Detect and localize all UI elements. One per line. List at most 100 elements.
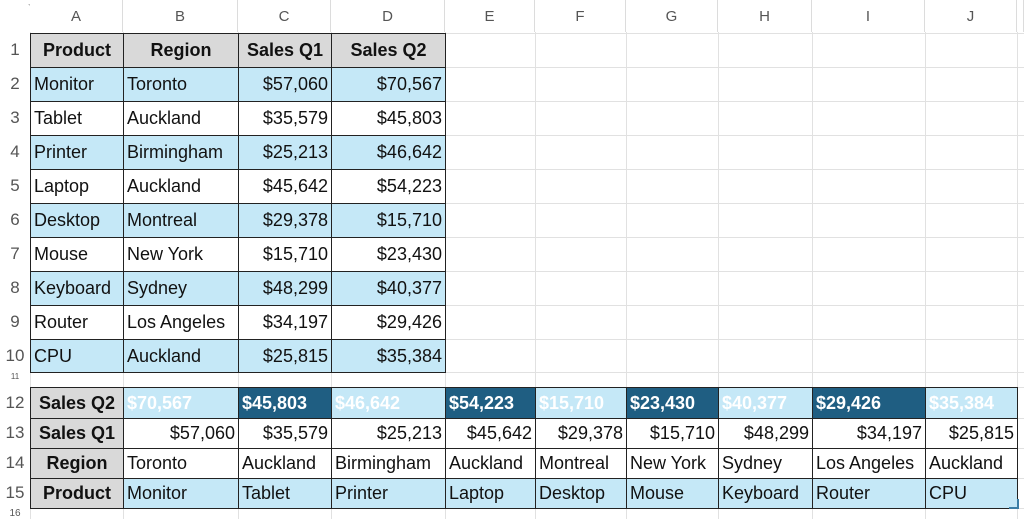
row-header-7[interactable]: 7: [10, 244, 20, 263]
table1-header-sales-q1[interactable]: Sales Q1: [238, 33, 332, 68]
row-header-12[interactable]: 12: [5, 392, 25, 412]
row-header-16[interactable]: 16: [9, 508, 21, 519]
table-cell[interactable]: $25,213: [238, 135, 332, 170]
table-cell[interactable]: Auckland: [445, 448, 536, 479]
table-cell[interactable]: Sydney: [718, 448, 813, 479]
table-cell[interactable]: $34,197: [238, 305, 332, 340]
table-cell[interactable]: $25,815: [238, 339, 332, 373]
table-cell[interactable]: $25,213: [331, 418, 446, 449]
table-cell[interactable]: Laptop: [445, 478, 536, 509]
row-header-9[interactable]: 9: [10, 312, 20, 331]
column-header-j[interactable]: J: [925, 0, 1017, 32]
table1-header-product[interactable]: Product: [30, 33, 124, 68]
row-header-14[interactable]: 14: [5, 453, 25, 472]
table-cell[interactable]: Toronto: [123, 67, 239, 102]
column-header-h[interactable]: H: [718, 0, 812, 32]
table-cell[interactable]: Router: [812, 478, 926, 509]
table-cell[interactable]: Montreal: [535, 448, 627, 479]
table-cell[interactable]: Auckland: [123, 339, 239, 373]
table-cell[interactable]: $15,710: [331, 203, 446, 238]
table-cell[interactable]: $45,642: [238, 169, 332, 204]
select-all-corner[interactable]: [0, 0, 30, 32]
table-cell[interactable]: $34,197: [812, 418, 926, 449]
table-cell[interactable]: $40,377: [718, 387, 813, 419]
column-header-g[interactable]: G: [626, 0, 718, 32]
table-cell[interactable]: Desktop: [30, 203, 124, 238]
table-resize-handle-icon[interactable]: [1009, 499, 1019, 509]
row-header-13[interactable]: 13: [5, 423, 25, 442]
table-cell[interactable]: $54,223: [445, 387, 536, 419]
table-cell[interactable]: $70,567: [123, 387, 239, 419]
table2-label-sales-q1[interactable]: Sales Q1: [30, 418, 124, 449]
row-header-1[interactable]: 1: [10, 40, 20, 59]
table-cell[interactable]: $48,299: [718, 418, 813, 449]
table-cell[interactable]: Auckland: [925, 448, 1018, 479]
table-cell[interactable]: Laptop: [30, 169, 124, 204]
table-cell[interactable]: $48,299: [238, 271, 332, 306]
row-header-11[interactable]: 11: [10, 372, 20, 381]
table-cell[interactable]: Mouse: [626, 478, 719, 509]
row-header-5[interactable]: 5: [10, 176, 20, 195]
table-cell[interactable]: Mouse: [30, 237, 124, 272]
table-cell[interactable]: $57,060: [123, 418, 239, 449]
column-header-a[interactable]: A: [30, 0, 123, 32]
table-cell[interactable]: $45,803: [238, 387, 332, 419]
column-header-f[interactable]: F: [535, 0, 626, 32]
table-cell[interactable]: CPU: [925, 478, 1018, 509]
row-header-15[interactable]: 15: [5, 483, 25, 502]
table-cell[interactable]: $54,223: [331, 169, 446, 204]
table-cell[interactable]: Auckland: [123, 169, 239, 204]
table-cell[interactable]: Keyboard: [30, 271, 124, 306]
table-cell[interactable]: Auckland: [238, 448, 332, 479]
table-cell[interactable]: Los Angeles: [812, 448, 926, 479]
column-header-e[interactable]: E: [445, 0, 535, 32]
table-cell[interactable]: $46,642: [331, 387, 446, 419]
column-header-d[interactable]: D: [331, 0, 445, 32]
table-cell[interactable]: Toronto: [123, 448, 239, 479]
table-cell[interactable]: Montreal: [123, 203, 239, 238]
table-cell[interactable]: $45,803: [331, 101, 446, 136]
table-cell[interactable]: Sydney: [123, 271, 239, 306]
table-cell[interactable]: $35,384: [331, 339, 446, 373]
table-cell[interactable]: $40,377: [331, 271, 446, 306]
table-cell[interactable]: $15,710: [626, 418, 719, 449]
column-header-i[interactable]: I: [812, 0, 925, 32]
table-cell[interactable]: $29,426: [331, 305, 446, 340]
table2-label-product[interactable]: Product: [30, 478, 124, 509]
table-cell[interactable]: Printer: [331, 478, 446, 509]
column-header-b[interactable]: B: [123, 0, 238, 32]
table-cell[interactable]: $35,579: [238, 101, 332, 136]
table-cell[interactable]: Monitor: [30, 67, 124, 102]
table-cell[interactable]: New York: [123, 237, 239, 272]
table-cell[interactable]: $15,710: [535, 387, 627, 419]
table-cell[interactable]: $25,815: [925, 418, 1018, 449]
table-cell[interactable]: Birmingham: [123, 135, 239, 170]
table-cell[interactable]: $35,579: [238, 418, 332, 449]
column-header-c[interactable]: C: [238, 0, 331, 32]
table-cell[interactable]: New York: [626, 448, 719, 479]
table-cell[interactable]: $46,642: [331, 135, 446, 170]
row-header-8[interactable]: 8: [10, 278, 20, 297]
table1-header-region[interactable]: Region: [123, 33, 239, 68]
row-header-3[interactable]: 3: [10, 108, 20, 127]
table-cell[interactable]: $23,430: [331, 237, 446, 272]
table-cell[interactable]: CPU: [30, 339, 124, 373]
table-cell[interactable]: Desktop: [535, 478, 627, 509]
table-cell[interactable]: $29,378: [535, 418, 627, 449]
row-header-2[interactable]: 2: [10, 74, 20, 93]
table-cell[interactable]: $23,430: [626, 387, 719, 419]
table-cell[interactable]: $29,426: [812, 387, 926, 419]
table-cell[interactable]: $70,567: [331, 67, 446, 102]
table-cell[interactable]: Router: [30, 305, 124, 340]
table-cell[interactable]: Tablet: [238, 478, 332, 509]
table-cell[interactable]: $35,384: [925, 387, 1018, 419]
table1-header-sales-q2[interactable]: Sales Q2: [331, 33, 446, 68]
row-header-4[interactable]: 4: [10, 142, 20, 161]
table-cell[interactable]: Birmingham: [331, 448, 446, 479]
table-cell[interactable]: $45,642: [445, 418, 536, 449]
table-cell[interactable]: Keyboard: [718, 478, 813, 509]
table-cell[interactable]: $15,710: [238, 237, 332, 272]
table-cell[interactable]: $29,378: [238, 203, 332, 238]
table-cell[interactable]: Monitor: [123, 478, 239, 509]
